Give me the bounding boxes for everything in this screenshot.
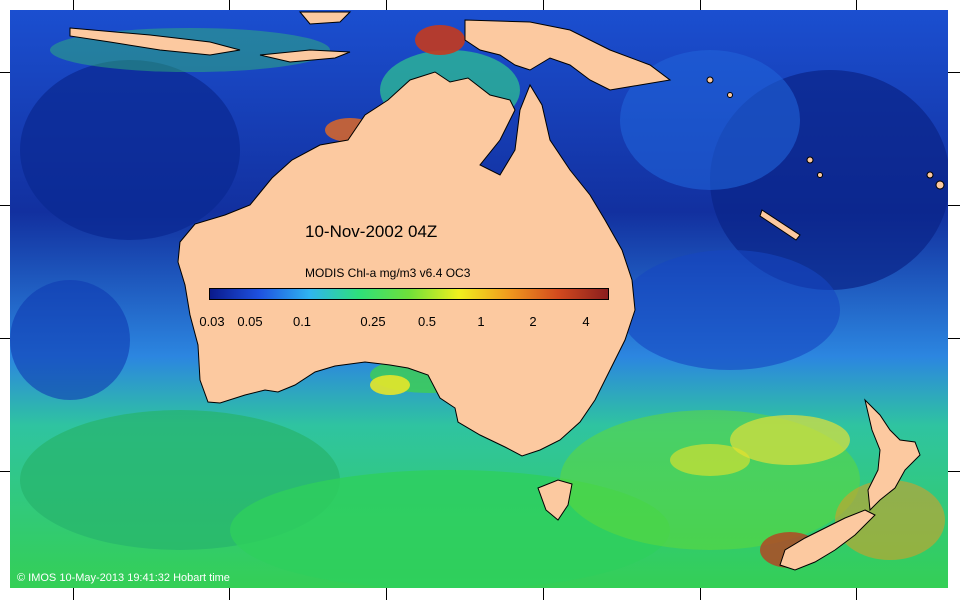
- frame-tick: [73, 588, 74, 600]
- frame-tick: [948, 72, 960, 73]
- credit-footer: © IMOS 10-May-2013 19:41:32 Hobart time: [17, 572, 230, 584]
- colorbar-label: 0.5: [417, 314, 437, 329]
- tasmania: [537, 479, 573, 521]
- date-title: 10-Nov-2002 04Z: [305, 222, 438, 241]
- new-caledonia: [759, 209, 801, 241]
- frame-tick: [0, 471, 10, 472]
- frame-tick: [948, 471, 960, 472]
- colorbar-title: MODIS Chl-a mg/m3 v6.4 OC3: [305, 266, 471, 280]
- new-zealand-south: [779, 509, 876, 571]
- colorbar-label: 2: [529, 314, 537, 329]
- new-zealand-north: [864, 398, 921, 512]
- colorbar-label: 0.1: [292, 314, 312, 329]
- pacific-islands: [706, 76, 945, 190]
- frame-tick: [543, 0, 544, 10]
- frame-tick: [0, 205, 10, 206]
- frame-tick: [386, 0, 387, 10]
- colorbar-label: 4: [582, 314, 590, 329]
- frame-tick: [0, 72, 10, 73]
- frame-tick: [543, 588, 544, 600]
- frame-tick: [73, 0, 74, 10]
- new-guinea: [464, 19, 672, 91]
- frame-tick: [700, 588, 701, 600]
- colorbar-label: 1: [477, 314, 485, 329]
- frame-tick: [229, 588, 230, 600]
- frame-tick: [948, 338, 960, 339]
- frame-tick: [700, 0, 701, 10]
- colorbar-label: 0.05: [237, 314, 263, 329]
- chlorophyll-map: [10, 10, 948, 588]
- frame-tick: [856, 588, 857, 600]
- sulawesi: [298, 11, 352, 25]
- timor: [259, 49, 351, 63]
- frame-tick: [386, 588, 387, 600]
- indonesia: [69, 27, 241, 56]
- frame-tick: [0, 338, 10, 339]
- colorbar-label: 0.25: [360, 314, 386, 329]
- frame-tick: [229, 0, 230, 10]
- frame-tick: [856, 0, 857, 10]
- colorbar-label: 0.03: [199, 314, 225, 329]
- colorbar: [209, 288, 609, 300]
- australia-landmass: [177, 71, 636, 457]
- frame-tick: [948, 205, 960, 206]
